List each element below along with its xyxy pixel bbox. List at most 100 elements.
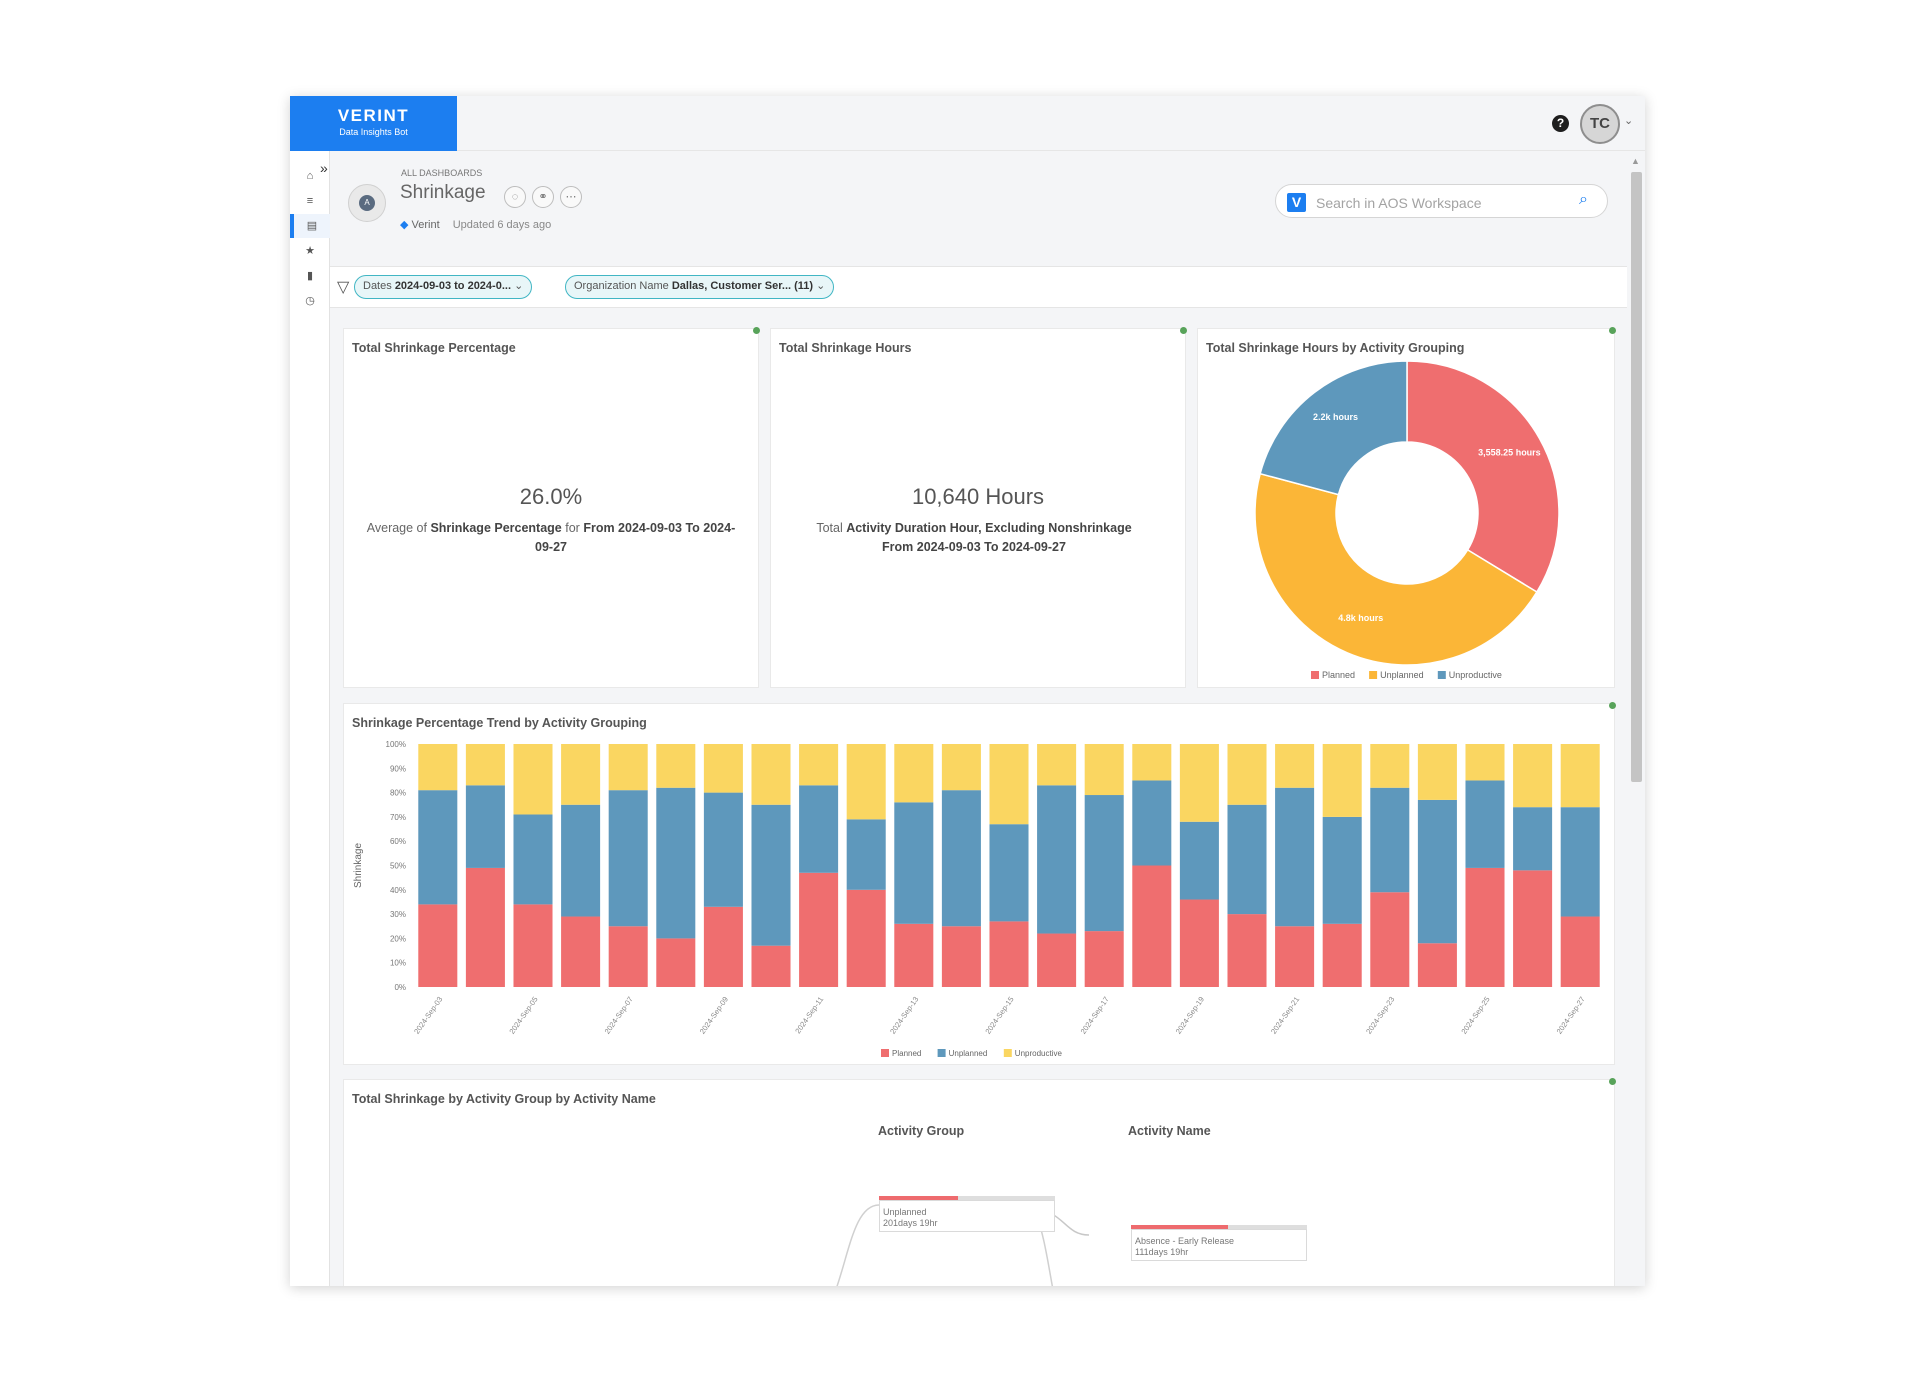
bar-segment-planned[interactable] — [894, 923, 934, 987]
bar-segment-planned[interactable] — [703, 906, 743, 987]
bar-segment-planned[interactable] — [418, 904, 458, 987]
filter-chip-dates[interactable]: Dates 2024-09-03 to 2024-0... ⌄ — [354, 275, 533, 299]
breadcrumb[interactable]: ALL DASHBOARDS — [401, 168, 483, 178]
expand-sidebar-icon[interactable]: » — [320, 160, 328, 176]
bar-segment-planned[interactable] — [1560, 916, 1600, 987]
clock-icon[interactable]: ◷ — [305, 295, 315, 307]
search-input[interactable]: Search in AOS Workspace — [1316, 195, 1482, 211]
bar-segment-planned[interactable] — [846, 889, 886, 987]
bar-segment-unproductive[interactable] — [1037, 744, 1077, 786]
bar-segment-planned[interactable] — [751, 945, 791, 987]
stacked-bar-chart[interactable]: 0% 10% 20% 30% 40% 50% 60% 70% 80% 90% 100% Shrinka… — [344, 704, 1616, 1066]
comment-icon[interactable]: ◌ — [504, 186, 526, 208]
legend-label[interactable]: Planned — [1322, 670, 1355, 680]
bar-segment-unplanned[interactable] — [656, 787, 696, 939]
link-icon[interactable]: ⚭ — [532, 186, 554, 208]
bar-segment-planned[interactable] — [608, 926, 648, 987]
bar-segment-unplanned[interactable] — [608, 790, 648, 927]
legend-label[interactable]: Unplanned — [949, 1049, 988, 1058]
star-icon[interactable]: ★ — [305, 245, 315, 257]
bar-segment-unproductive[interactable] — [1513, 744, 1553, 808]
bar-segment-unproductive[interactable] — [1370, 744, 1410, 788]
bar-segment-unproductive[interactable] — [608, 744, 648, 791]
bar-segment-unproductive[interactable] — [418, 744, 458, 791]
more-icon[interactable]: ⋯ — [560, 186, 582, 208]
bar-segment-unproductive[interactable] — [465, 744, 505, 786]
bar-segment-unproductive[interactable] — [989, 744, 1029, 825]
bar-segment-unplanned[interactable] — [561, 804, 601, 917]
home-icon[interactable]: ⌂ — [306, 170, 314, 182]
scrollbar-thumb[interactable] — [1631, 172, 1642, 782]
legend-label[interactable]: Unproductive — [1015, 1049, 1063, 1058]
bar-segment-planned[interactable] — [513, 904, 553, 987]
bar-segment-unproductive[interactable] — [751, 744, 791, 805]
search-box[interactable]: V Search in AOS Workspace ⌕ — [1275, 184, 1608, 218]
bar-segment-unplanned[interactable] — [1179, 821, 1219, 900]
bar-segment-planned[interactable] — [656, 938, 696, 987]
bar-segment-unplanned[interactable] — [1275, 787, 1315, 927]
bar-segment-unproductive[interactable] — [1560, 744, 1600, 808]
bar-segment-unplanned[interactable] — [751, 804, 791, 946]
sankey-node-unplanned[interactable]: Unplanned 201days 19hr — [879, 1200, 1055, 1232]
bar-segment-planned[interactable] — [1227, 914, 1267, 987]
bar-segment-unproductive[interactable] — [1179, 744, 1219, 822]
bar-segment-unproductive[interactable] — [1227, 744, 1267, 805]
bar-segment-planned[interactable] — [1322, 923, 1362, 987]
bar-segment-unplanned[interactable] — [989, 824, 1029, 922]
search-icon[interactable]: ⌕ — [1579, 191, 1588, 208]
filter-icon[interactable]: ▽ — [337, 279, 350, 296]
bar-segment-unplanned[interactable] — [1370, 787, 1410, 893]
bar-segment-unplanned[interactable] — [1084, 795, 1124, 932]
bar-segment-unproductive[interactable] — [1132, 744, 1172, 781]
bar-segment-unplanned[interactable] — [1513, 807, 1553, 871]
bar-segment-unproductive[interactable] — [846, 744, 886, 820]
bar-segment-planned[interactable] — [1037, 933, 1077, 987]
scroll-up-icon[interactable]: ▲ — [1631, 156, 1640, 166]
bar-segment-unplanned[interactable] — [1560, 807, 1600, 917]
bar-segment-unproductive[interactable] — [799, 744, 839, 786]
bar-segment-planned[interactable] — [465, 867, 505, 987]
bar-segment-unproductive[interactable] — [561, 744, 601, 805]
bar-segment-unproductive[interactable] — [1275, 744, 1315, 788]
bar-segment-planned[interactable] — [1465, 867, 1505, 987]
bar-segment-unproductive[interactable] — [1465, 744, 1505, 781]
bar-segment-unplanned[interactable] — [465, 785, 505, 868]
bar-segment-unplanned[interactable] — [703, 792, 743, 907]
bar-segment-planned[interactable] — [1179, 899, 1219, 987]
filter-chip-organization[interactable]: Organization Name Dallas, Customer Ser..… — [565, 275, 835, 299]
legend-label[interactable]: Unplanned — [1380, 670, 1424, 680]
bar-segment-planned[interactable] — [1370, 892, 1410, 987]
bar-segment-unproductive[interactable] — [894, 744, 934, 803]
bar-segment-planned[interactable] — [989, 921, 1029, 987]
tag-label[interactable]: Verint — [411, 219, 440, 231]
brand-logo[interactable]: VERINT Data Insights Bot — [290, 96, 457, 151]
bar-segment-unproductive[interactable] — [656, 744, 696, 788]
bar-segment-unproductive[interactable] — [1322, 744, 1362, 817]
chevron-down-icon[interactable]: ⌄ — [1624, 115, 1634, 127]
legend-label[interactable]: Planned — [892, 1049, 921, 1058]
bar-segment-unplanned[interactable] — [846, 819, 886, 890]
list-icon[interactable]: ≡ — [306, 195, 314, 207]
bar-segment-unplanned[interactable] — [1465, 780, 1505, 868]
legend-label[interactable]: Unproductive — [1449, 670, 1502, 680]
bar-segment-unplanned[interactable] — [1227, 804, 1267, 915]
bar-segment-planned[interactable] — [1513, 870, 1553, 987]
sankey-node-absence-early-release[interactable]: Absence - Early Release 111days 19hr — [1131, 1229, 1307, 1261]
donut-slice-unproductive[interactable] — [1259, 360, 1408, 496]
bar-segment-planned[interactable] — [941, 926, 981, 987]
database-icon[interactable]: ▮ — [306, 270, 314, 282]
bar-segment-planned[interactable] — [1417, 943, 1457, 987]
bar-segment-unproductive[interactable] — [941, 744, 981, 791]
donut-chart[interactable]: 3,558.25 hours 4.8k hours 2.2k hours Planne… — [1198, 329, 1616, 689]
bar-segment-unproductive[interactable] — [1084, 744, 1124, 796]
bar-segment-planned[interactable] — [1084, 931, 1124, 987]
donut-slice-planned[interactable] — [1406, 360, 1560, 594]
bar-segment-unplanned[interactable] — [799, 785, 839, 873]
bar-segment-unplanned[interactable] — [1037, 785, 1077, 934]
bar-segment-planned[interactable] — [1132, 865, 1172, 988]
bar-segment-planned[interactable] — [1275, 926, 1315, 987]
bar-segment-unplanned[interactable] — [894, 802, 934, 924]
donut-slice-unplanned[interactable] — [1254, 472, 1538, 666]
bar-segment-unplanned[interactable] — [941, 790, 981, 927]
dashboard-icon[interactable]: ▤ — [290, 214, 330, 238]
